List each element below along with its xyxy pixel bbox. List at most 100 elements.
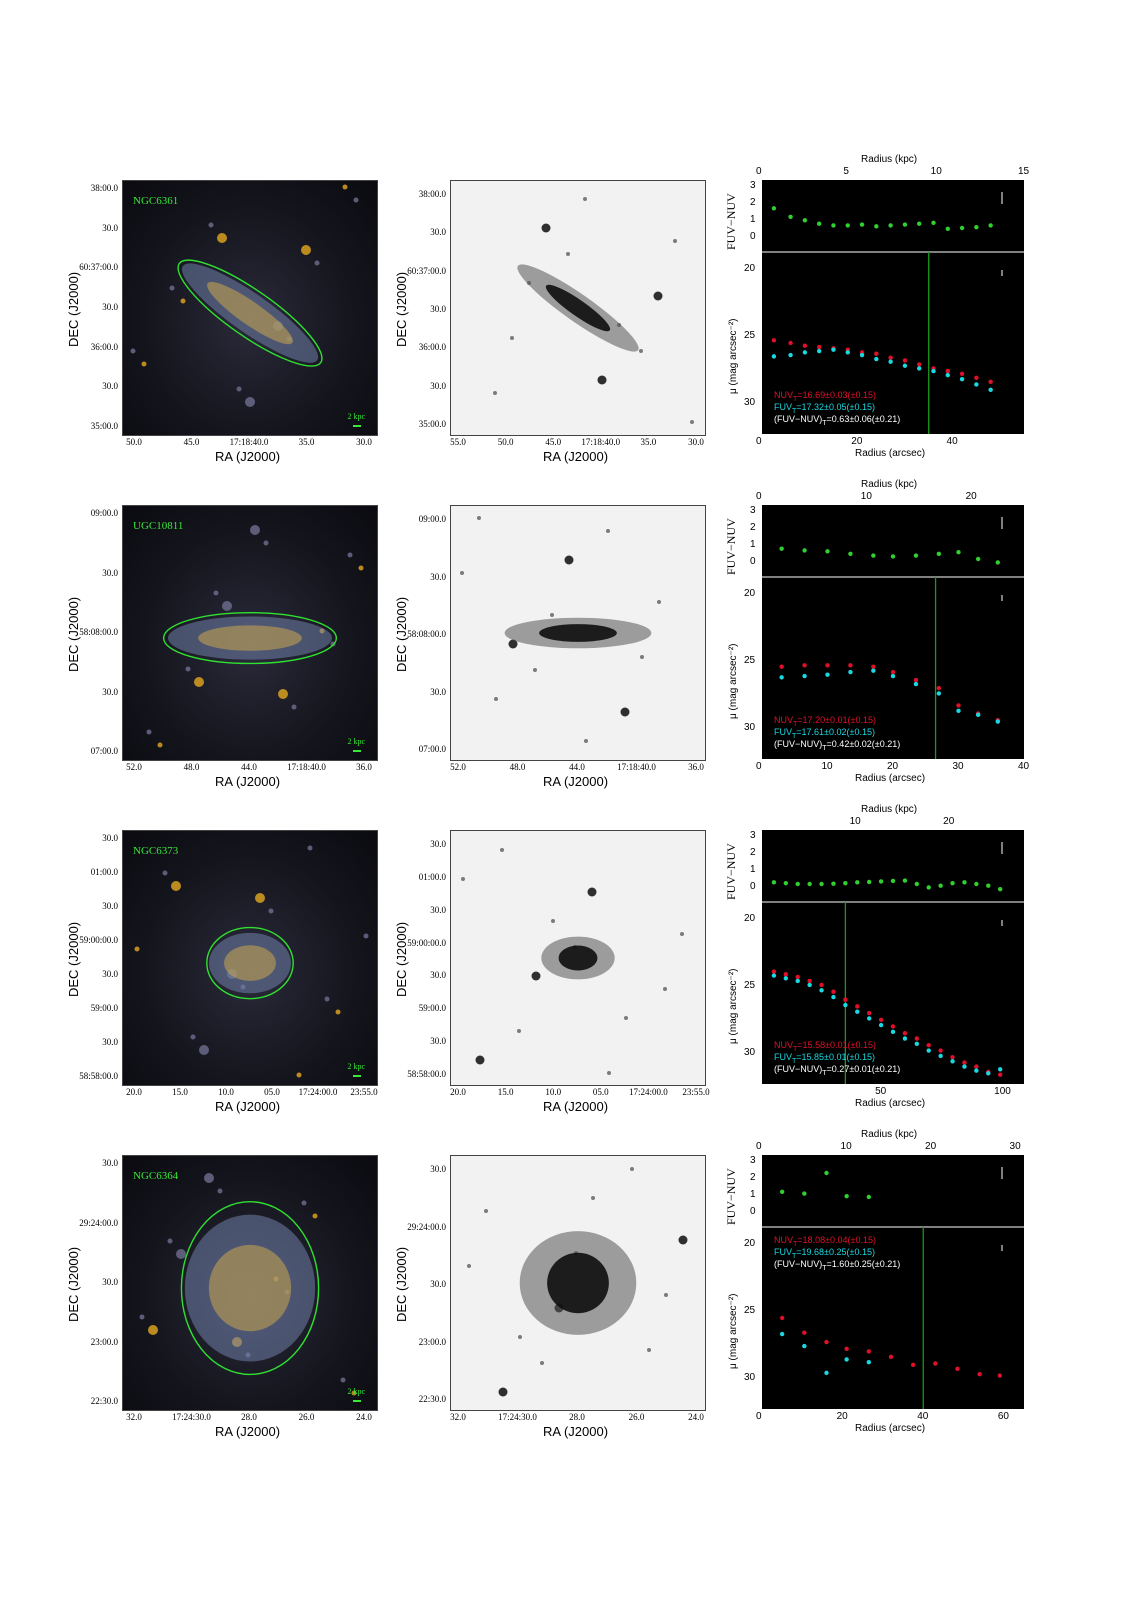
nuv-profile-point [779, 664, 784, 669]
arcsec-tick-label: 60 [997, 1411, 1009, 1422]
ra-tick-label-grey: 36.0 [688, 762, 704, 772]
dec-axis-title-grey: DEC (J2000) [394, 1246, 409, 1322]
galaxy-nucleus [545, 284, 611, 332]
point-source [460, 571, 464, 575]
nuv-profile-point [788, 340, 793, 346]
greyscale-image [450, 180, 706, 436]
color-profile-point [890, 878, 896, 884]
background-star [312, 1213, 318, 1219]
kpc-tick-label: 10 [840, 1141, 852, 1152]
point-source [657, 600, 661, 604]
fuv-profile-point [866, 1359, 872, 1365]
nuv-profile-point [771, 969, 777, 974]
galaxy-core [198, 625, 302, 651]
mu-tick-label: 30 [744, 1047, 756, 1059]
nuv-profile-point [807, 978, 812, 984]
point-source [591, 1196, 595, 1200]
ra-axis-title: RA (J2000) [215, 1099, 281, 1114]
fuv-profile-point [795, 978, 800, 984]
point-source [584, 739, 588, 743]
fuv-profile-point [945, 372, 950, 378]
ra-tick-label-grey: 45.0 [545, 437, 562, 447]
dec-tick-label: 23:00.0 [90, 1336, 118, 1347]
ra-tick-label-grey: 26.0 [628, 1412, 645, 1422]
background-star [139, 1314, 145, 1320]
nuv-profile-point [959, 371, 965, 376]
fuv-profile-point [802, 1343, 807, 1349]
dec-axis-title: DEC (J2000) [66, 596, 81, 672]
ra-axis-title-grey: RA (J2000) [543, 1424, 609, 1439]
color-profile-point [855, 880, 860, 885]
fuv-profile-point [936, 691, 942, 696]
background-star [263, 540, 269, 546]
galaxy-nucleus [558, 945, 598, 971]
mu-tick-label: 20 [744, 588, 756, 600]
color-profile-point [988, 223, 993, 228]
nuv-profile-point [997, 1072, 1003, 1077]
dec-tick-label: 38:00.0 [90, 183, 118, 193]
background-star [347, 552, 353, 558]
ra-axis-title-grey: RA (J2000) [543, 774, 609, 789]
color-profile-point [926, 885, 931, 890]
nuv-profile-point [888, 355, 893, 360]
dec-tick-label-grey: 30.0 [430, 904, 446, 915]
fuv-profile-point [890, 673, 896, 679]
fuv-profile-point [831, 994, 836, 1000]
galaxy-dark [519, 1231, 637, 1335]
photometry-stat: NUVT=15.58±0.01(±0.15) [774, 1040, 876, 1053]
fuv-profile-point [824, 1370, 829, 1376]
photometry-stat: (FUV−NUV)T=0.27±0.01(±0.21) [774, 1064, 901, 1077]
radius-kpc-title: Radius (kpc) [861, 154, 918, 165]
fuv-profile-point [974, 1068, 979, 1073]
galaxy-core [207, 281, 293, 345]
fuv-profile-point [816, 348, 822, 354]
galaxy-glow [162, 611, 338, 665]
color-profile-point [819, 881, 824, 887]
dec-axis-title: DEC (J2000) [66, 921, 81, 997]
color-tick-label: 2 [750, 847, 756, 859]
ra-axis-title-grey: RA (J2000) [543, 449, 609, 464]
nuv-profile-point [874, 351, 879, 356]
dec-tick-label: 30.0 [102, 381, 118, 392]
dec-tick-label: 36:00.0 [90, 341, 118, 352]
point-source [484, 1209, 488, 1213]
dec-tick-label: 58:08:00.0 [79, 627, 118, 637]
ra-tick-label: 45.0 [183, 437, 200, 447]
background-star [250, 525, 260, 535]
point-source [500, 848, 504, 852]
background-star [190, 1034, 196, 1040]
dec-tick-label-grey: 01:00.0 [418, 871, 446, 882]
ra-tick-label-grey: 17:18:40.0 [617, 762, 656, 772]
color-image-svg [139, 1173, 357, 1396]
point-source [510, 336, 514, 340]
aperture-ellipse [177, 259, 323, 367]
kpc-tick-label: 0 [756, 166, 762, 177]
dec-tick-label: 30.0 [102, 1277, 118, 1287]
nuv-profile-point [902, 1030, 908, 1036]
color-composite-image: UGC10811 2 kpc [122, 505, 378, 761]
background-star [353, 197, 359, 203]
dec-tick-label-grey: 23:00.0 [418, 1336, 446, 1347]
point-source [583, 197, 587, 201]
nuv-profile-point [950, 1055, 955, 1060]
nuv-profile-point [997, 1373, 1003, 1378]
greyscale-image [450, 505, 706, 761]
point-source [647, 1348, 651, 1352]
background-star [291, 704, 297, 710]
color-profile-point [795, 881, 800, 887]
fuv-profile-point [986, 1071, 991, 1076]
color-profile-point [771, 880, 777, 885]
mu-axis-title: μ (mag arcsec⁻²) [728, 643, 739, 720]
color-tick-label: 3 [750, 180, 756, 191]
scale-bar-label: 2 kpc [347, 737, 365, 746]
nuv-profile-point [844, 1346, 849, 1351]
color-profile-point [807, 881, 812, 887]
aperture-ellipse [206, 926, 294, 1000]
radius-kpc-title: Radius (kpc) [861, 804, 918, 815]
ra-tick-label: 36.0 [356, 762, 372, 772]
background-star [255, 893, 265, 903]
color-profile-point [962, 880, 967, 885]
point-source [597, 375, 607, 385]
arcsec-tick-label: 30 [952, 761, 964, 772]
color-composite-image: NGC6361 2 kpc [122, 180, 378, 436]
